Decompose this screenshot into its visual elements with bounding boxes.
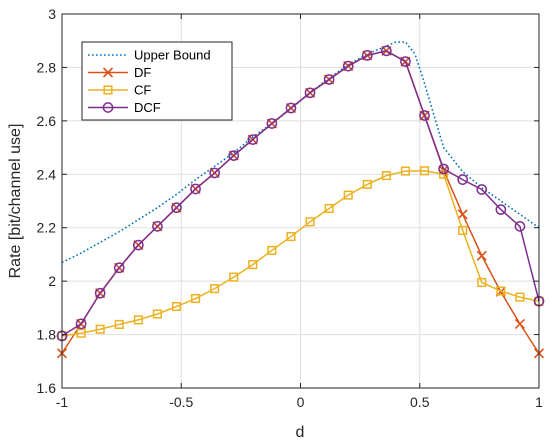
data-point-cf bbox=[248, 260, 258, 270]
x-tick-label: -0.5 bbox=[169, 394, 193, 410]
data-point-cf bbox=[496, 286, 506, 296]
tick-labels: -1 -0.5 0 0.5 1 1.6 1.8 2 2.2 2.4 2.6 2.8 3 bbox=[37, 6, 544, 410]
data-point-dcf bbox=[285, 102, 297, 114]
data-point-cf bbox=[362, 179, 372, 189]
data-point-dcf bbox=[113, 262, 125, 274]
data-point-cf bbox=[229, 272, 239, 282]
legend-item-upper-bound: Upper Bound bbox=[88, 48, 211, 63]
data-point-cf bbox=[381, 171, 391, 181]
legend-marker bbox=[103, 85, 113, 95]
data-point-dcf bbox=[400, 56, 411, 67]
data-point-cf bbox=[305, 217, 315, 227]
data-point-cf bbox=[95, 324, 105, 334]
data-point-cf bbox=[286, 231, 296, 242]
legend-marker bbox=[102, 67, 114, 78]
data-point-cf bbox=[191, 293, 201, 304]
data-point-dcf bbox=[476, 184, 488, 195]
data-point-cf bbox=[267, 245, 277, 255]
data-point-dcf bbox=[419, 110, 430, 121]
data-point-df bbox=[457, 209, 468, 220]
ticks bbox=[61, 13, 540, 389]
data-point-dcf bbox=[438, 163, 449, 175]
data-point-dcf bbox=[209, 167, 220, 179]
y-tick-label: 2.4 bbox=[37, 166, 57, 182]
data-point-dcf bbox=[495, 204, 507, 215]
y-tick-label: 3 bbox=[48, 6, 56, 22]
y-tick-label: 2 bbox=[48, 273, 56, 289]
data-point-cf bbox=[419, 166, 430, 176]
data-point-cf bbox=[515, 292, 525, 302]
data-point-dcf bbox=[342, 60, 354, 72]
legend-label: DCF bbox=[134, 100, 161, 115]
data-point-dcf bbox=[171, 202, 182, 214]
legend-label: DF bbox=[134, 65, 151, 80]
data-point-cf bbox=[76, 328, 86, 338]
data-point-cf bbox=[439, 169, 449, 179]
data-point-dcf bbox=[361, 50, 373, 61]
data-point-dcf bbox=[94, 287, 106, 299]
data-point-cf bbox=[458, 225, 468, 235]
data-point-dcf bbox=[132, 239, 144, 251]
data-point-dcf bbox=[457, 174, 469, 185]
data-point-cf bbox=[477, 277, 487, 288]
legend-marker bbox=[102, 102, 114, 113]
y-tick-label: 2.2 bbox=[37, 220, 57, 236]
legend: Upper Bound DF CF DCF bbox=[81, 41, 233, 121]
legend-item-df: DF bbox=[88, 65, 151, 80]
x-tick-label: 0 bbox=[297, 394, 305, 410]
data-point-cf bbox=[171, 301, 182, 312]
series-layer bbox=[56, 41, 545, 359]
y-tick-label: 2.8 bbox=[37, 59, 57, 75]
data-point-dcf bbox=[323, 74, 335, 85]
data-point-cf bbox=[210, 284, 220, 294]
data-point-dcf bbox=[266, 118, 278, 129]
data-point-dcf bbox=[152, 221, 163, 232]
data-point-cf bbox=[400, 166, 410, 176]
data-point-cf bbox=[114, 319, 124, 329]
data-point-dcf bbox=[304, 87, 316, 99]
legend-label: CF bbox=[134, 83, 151, 98]
data-point-df bbox=[476, 250, 487, 261]
x-tick-label: 0.5 bbox=[410, 394, 430, 410]
data-point-dcf bbox=[190, 183, 201, 195]
data-point-dcf bbox=[514, 221, 526, 232]
x-axis-label: d bbox=[296, 424, 305, 441]
data-point-dcf bbox=[247, 134, 259, 145]
data-point-dcf bbox=[75, 318, 87, 330]
data-point-dcf bbox=[381, 45, 392, 57]
data-point-cf bbox=[133, 315, 143, 325]
legend-item-cf: CF bbox=[88, 83, 151, 98]
data-point-cf bbox=[152, 309, 162, 319]
legend-item-dcf: DCF bbox=[88, 100, 161, 115]
x-tick-label: 1 bbox=[535, 394, 543, 410]
y-tick-label: 1.6 bbox=[37, 380, 57, 396]
y-axis-label: Rate [bit/channel use] bbox=[7, 124, 24, 279]
data-point-dcf bbox=[228, 150, 240, 161]
data-point-df bbox=[514, 318, 525, 329]
data-point-cf bbox=[324, 203, 334, 214]
y-tick-label: 2.6 bbox=[37, 113, 57, 129]
data-point-cf bbox=[343, 190, 353, 200]
y-tick-label: 1.8 bbox=[37, 327, 57, 343]
legend-label: Upper Bound bbox=[134, 48, 211, 63]
x-tick-label: -1 bbox=[56, 394, 69, 410]
